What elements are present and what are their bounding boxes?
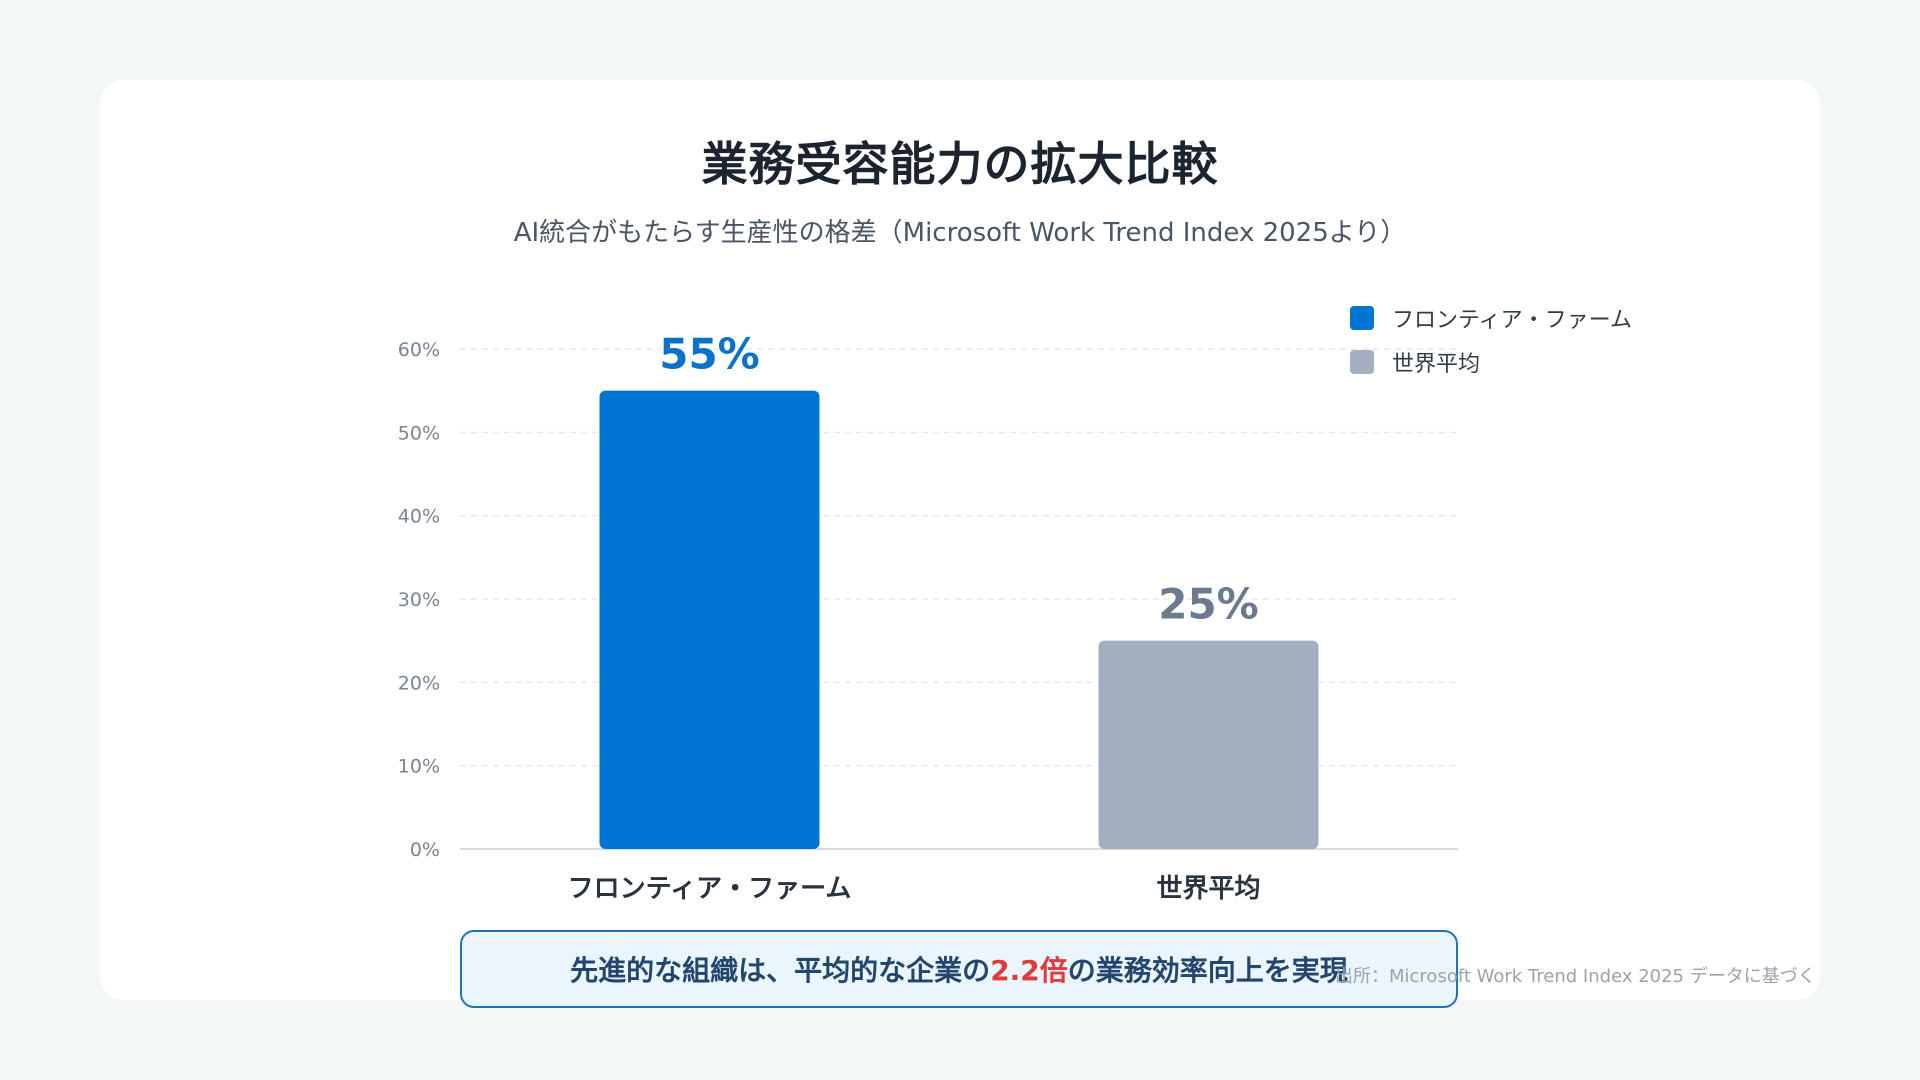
insight-callout: 先進的な組織は、平均的な企業の 2.2倍 の業務効率向上を実現 <box>460 930 1458 1008</box>
legend-swatch-global-average <box>1350 350 1374 374</box>
x-category-label: フロンティア・ファーム <box>568 874 852 904</box>
chart-title: 業務受容能力の拡大比較 <box>701 137 1219 191</box>
callout-text-after: の業務効率向上を実現 <box>1067 954 1348 987</box>
callout-highlight: 2.2倍 <box>990 954 1068 987</box>
y-tick-label: 50% <box>398 422 440 444</box>
y-tick-label: 0% <box>410 839 440 861</box>
y-tick-label: 10% <box>398 756 440 778</box>
chart-legend: フロンティア・ファーム 世界平均 <box>1350 296 1632 384</box>
bar <box>599 390 820 849</box>
chart-card <box>100 80 1820 1000</box>
source-note: 出所：Microsoft Work Trend Index 2025 データに基… <box>1335 966 1816 987</box>
legend-item-frontier: フロンティア・ファーム <box>1350 296 1632 340</box>
legend-swatch-frontier <box>1350 306 1374 330</box>
bar-value-label: 25% <box>1158 580 1259 629</box>
y-tick-label: 30% <box>398 589 440 611</box>
callout-text-before: 先進的な組織は、平均的な企業の <box>570 954 991 987</box>
legend-item-global-average: 世界平均 <box>1350 340 1632 384</box>
y-tick-label: 60% <box>398 339 440 361</box>
y-tick-label: 40% <box>398 506 440 528</box>
bar <box>1098 640 1319 849</box>
y-tick-label: 20% <box>398 672 440 694</box>
bar-value-label: 55% <box>659 330 760 379</box>
chart-subtitle: AI統合がもたらす生産性の格差（Microsoft Work Trend Ind… <box>513 218 1407 248</box>
legend-label-global-average: 世界平均 <box>1392 352 1481 377</box>
legend-label-frontier: フロンティア・ファーム <box>1392 308 1633 333</box>
x-category-label: 世界平均 <box>1156 874 1260 904</box>
